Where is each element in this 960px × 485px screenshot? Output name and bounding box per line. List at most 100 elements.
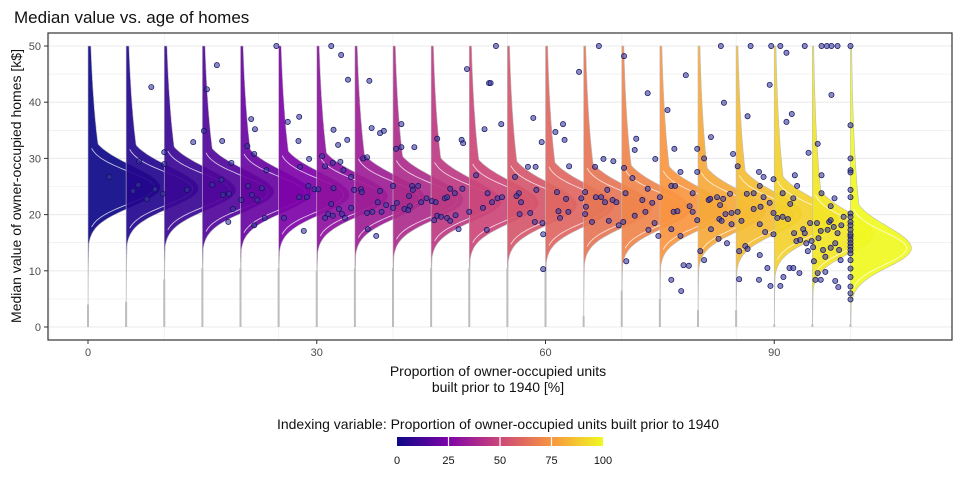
data-point <box>296 113 303 120</box>
axes: 0 30 60 90 0 10 20 30 40 50 <box>29 41 781 359</box>
data-point <box>787 200 794 207</box>
data-point <box>566 163 573 170</box>
density-10 <box>163 45 237 280</box>
data-point <box>708 134 714 140</box>
data-point <box>338 52 345 58</box>
data-point <box>822 268 829 275</box>
data-point <box>373 233 380 239</box>
data-point <box>459 185 466 192</box>
density-65 <box>583 45 653 317</box>
data-point <box>484 190 491 197</box>
density-15 <box>202 45 275 269</box>
data-point <box>244 143 251 149</box>
data-point <box>783 49 790 56</box>
data-point <box>639 197 646 203</box>
data-point <box>190 139 197 146</box>
data-point <box>342 215 348 221</box>
data-point <box>805 149 812 156</box>
data-point <box>644 90 651 97</box>
data-point <box>615 222 622 229</box>
data-point <box>600 156 607 162</box>
data-point <box>818 43 825 49</box>
data-point <box>801 230 808 237</box>
data-point <box>817 276 824 283</box>
data-point <box>602 199 608 206</box>
density-85 <box>735 45 803 311</box>
data-point <box>238 197 245 203</box>
data-point <box>736 276 743 283</box>
data-point <box>824 226 831 233</box>
data-point <box>803 240 810 247</box>
data-point <box>438 213 444 220</box>
data-point <box>532 163 539 170</box>
data-point <box>794 182 801 189</box>
data-point <box>655 233 662 239</box>
data-point <box>135 181 142 188</box>
data-point <box>143 195 150 202</box>
x-tick-label: 90 <box>768 347 780 359</box>
y-tick-label: 10 <box>29 266 41 278</box>
data-point <box>525 163 531 170</box>
data-point <box>613 199 620 206</box>
data-point <box>303 194 310 201</box>
data-point <box>148 84 155 90</box>
data-point <box>348 173 355 180</box>
data-point <box>610 158 617 165</box>
data-point <box>847 194 854 201</box>
data-point <box>434 135 441 142</box>
data-point <box>203 86 210 93</box>
data-point <box>847 250 854 257</box>
data-point <box>582 211 589 217</box>
data-point <box>714 194 721 201</box>
data-point <box>432 199 439 206</box>
data-point <box>605 217 612 224</box>
data-point <box>756 276 762 283</box>
data-point <box>398 144 405 151</box>
data-point <box>380 127 387 134</box>
data-point <box>254 197 261 203</box>
data-point <box>724 240 730 247</box>
data-point <box>557 215 563 221</box>
data-point <box>834 230 841 237</box>
data-point <box>722 211 729 217</box>
data-point <box>768 43 775 49</box>
data-point <box>499 194 505 201</box>
data-point <box>328 200 335 207</box>
data-point <box>539 220 546 226</box>
data-point <box>338 211 345 217</box>
data-point <box>631 147 638 153</box>
data-point <box>555 208 562 215</box>
data-point <box>847 122 854 129</box>
data-point <box>540 231 547 238</box>
data-point <box>447 217 454 224</box>
data-point <box>847 290 854 297</box>
data-point <box>106 173 113 180</box>
data-point <box>756 168 762 175</box>
data-point <box>364 226 371 233</box>
data-point <box>847 283 854 290</box>
y-axis-label: Median value of owner-occupied homes [k$… <box>8 49 24 323</box>
data-point <box>322 215 329 221</box>
data-point <box>561 136 568 143</box>
data-point <box>814 220 820 226</box>
data-point <box>701 155 708 162</box>
data-point <box>595 43 602 49</box>
density-25 <box>278 45 350 269</box>
data-point <box>804 248 811 255</box>
data-point <box>622 190 629 197</box>
data-point <box>668 276 675 283</box>
data-point <box>818 172 825 179</box>
legend-tick-label: 100 <box>594 455 612 467</box>
data-point <box>649 199 656 206</box>
data-point <box>694 217 701 224</box>
data-point <box>444 194 451 201</box>
density-70 <box>621 45 691 291</box>
density-20 <box>240 45 312 269</box>
data-point <box>777 43 784 49</box>
x-axis-label-line1: Proportion of owner-occupied units <box>390 363 606 379</box>
data-point <box>431 217 438 224</box>
data-point <box>828 43 835 49</box>
data-point <box>708 226 714 233</box>
data-point <box>730 150 737 157</box>
data-point <box>358 189 365 196</box>
